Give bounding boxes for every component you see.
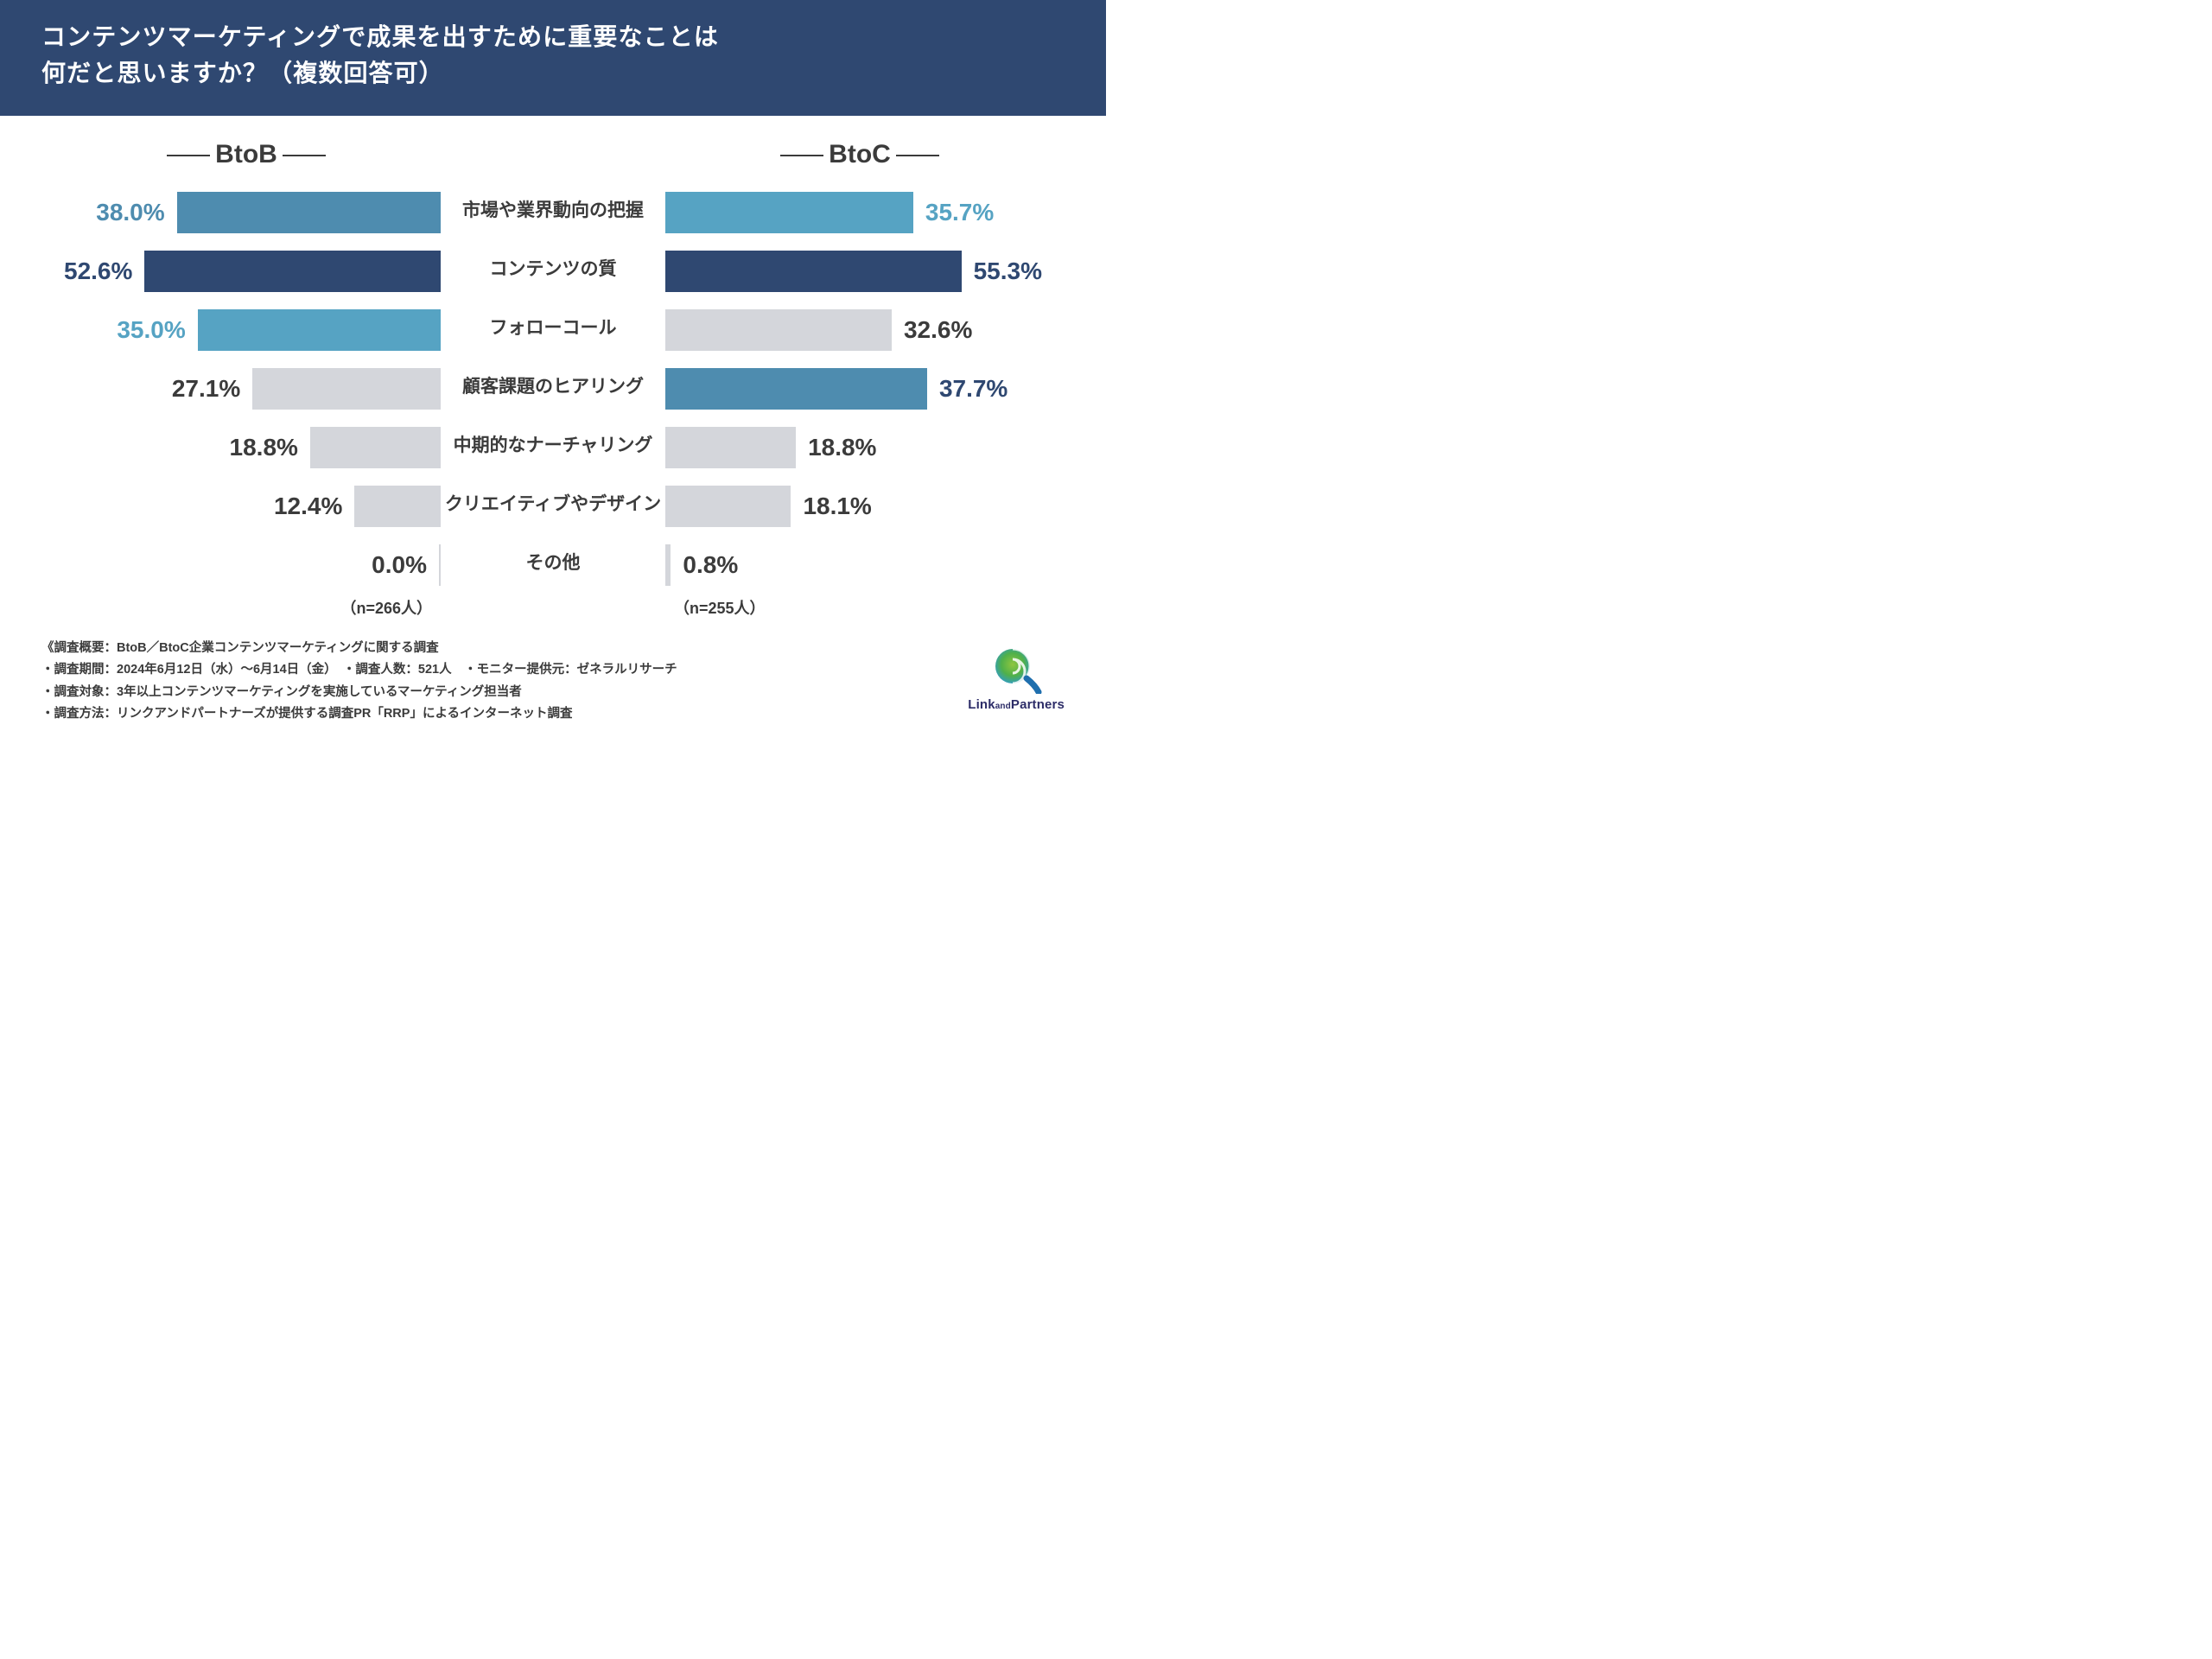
value-label: 0.8%	[671, 551, 750, 579]
bar-row: 55.3%	[665, 242, 1054, 301]
category-label: 市場や業界動向の把握	[445, 180, 661, 238]
bar-row: 38.0%	[52, 183, 441, 242]
logo-swirl-icon	[988, 645, 1044, 694]
footer-line: ・調査方法：リンクアンドパートナーズが提供する調査PR「RRP」によるインターネ…	[41, 703, 1065, 725]
bar-row: 0.0%	[52, 536, 441, 594]
bar-row: 37.7%	[665, 359, 1054, 418]
category-label: クリエイティブやデザイン	[445, 474, 661, 532]
bar	[665, 251, 962, 292]
category-column: 市場や業界動向の把握コンテンツの質フォローコール顧客課題のヒアリング中期的なナー…	[441, 140, 665, 619]
footer-line: 《調査概要：BtoB／BtoC企業コンテンツマーケティングに関する調査	[41, 638, 1065, 659]
survey-footer: 《調査概要：BtoB／BtoC企業コンテンツマーケティングに関する調査・調査期間…	[0, 627, 1106, 726]
value-label: 18.8%	[218, 434, 310, 461]
header-line2: 何だと思いますか？（複数回答可）	[41, 55, 1065, 92]
bar-row: 35.0%	[52, 301, 441, 359]
brand-logo: LinkandPartners	[968, 645, 1065, 716]
btob-column: BtoB 38.0%52.6%35.0%27.1%18.8%12.4%0.0% …	[52, 140, 441, 619]
bar	[665, 192, 913, 233]
bar-row: 32.6%	[665, 301, 1054, 359]
value-label: 52.6%	[52, 257, 144, 285]
bar	[252, 368, 441, 410]
value-label: 0.0%	[359, 551, 439, 579]
category-label: フォローコール	[445, 297, 661, 356]
bar-row: 18.8%	[665, 418, 1054, 477]
footer-line: ・調査期間：2024年6月12日（水）～6月14日（金） ・調査人数：521人 …	[41, 659, 1065, 681]
category-label: 中期的なナーチャリング	[445, 415, 661, 474]
bar-row: 18.8%	[52, 418, 441, 477]
value-label: 37.7%	[927, 375, 1020, 403]
footer-lines: 《調査概要：BtoB／BtoC企業コンテンツマーケティングに関する調査・調査期間…	[41, 638, 1065, 726]
bar	[177, 192, 441, 233]
value-label: 18.8%	[796, 434, 888, 461]
diverging-bar-chart: BtoB 38.0%52.6%35.0%27.1%18.8%12.4%0.0% …	[0, 116, 1106, 627]
bar-row: 35.7%	[665, 183, 1054, 242]
bar-row: 18.1%	[665, 477, 1054, 536]
value-label: 55.3%	[962, 257, 1054, 285]
bar	[198, 309, 441, 351]
bar-row: 52.6%	[52, 242, 441, 301]
category-label: その他	[445, 532, 661, 591]
value-label: 32.6%	[892, 316, 984, 344]
bar	[310, 427, 441, 468]
btoc-bars: 35.7% 55.3% 32.6% 37.7% 18.8% 18.1% 0.8%	[665, 183, 1054, 594]
btob-title: BtoB	[52, 140, 441, 169]
value-label: 38.0%	[84, 199, 176, 226]
category-label: コンテンツの質	[445, 238, 661, 297]
bar-row: 27.1%	[52, 359, 441, 418]
footer-line: ・調査対象：3年以上コンテンツマーケティングを実施しているマーケティング担当者	[41, 682, 1065, 703]
value-label: 35.0%	[105, 316, 197, 344]
btob-n-label: （n=266人）	[52, 596, 441, 619]
btoc-n-label: （n=255人）	[665, 596, 1054, 619]
btoc-column: BtoC 35.7%55.3%32.6%37.7%18.8%18.1%0.8% …	[665, 140, 1054, 619]
bar	[665, 309, 892, 351]
bar-row: 12.4%	[52, 477, 441, 536]
bar	[144, 251, 441, 292]
bar-row: 0.8%	[665, 536, 1054, 594]
question-header: コンテンツマーケティングで成果を出すために重要なことは 何だと思いますか？（複数…	[0, 0, 1106, 116]
logo-text: LinkandPartners	[968, 694, 1065, 716]
btob-bars: 38.0% 52.6% 35.0% 27.1% 18.8% 12.4% 0.0%	[52, 183, 441, 594]
value-label: 27.1%	[160, 375, 252, 403]
btoc-title: BtoC	[665, 140, 1054, 169]
value-label: 35.7%	[913, 199, 1006, 226]
header-line1: コンテンツマーケティングで成果を出すために重要なことは	[41, 19, 1065, 55]
bar	[665, 427, 796, 468]
bar	[354, 486, 441, 527]
bar	[665, 368, 927, 410]
value-label: 12.4%	[262, 493, 354, 520]
category-label: 顧客課題のヒアリング	[445, 356, 661, 415]
value-label: 18.1%	[791, 493, 883, 520]
bar	[665, 486, 791, 527]
category-labels: 市場や業界動向の把握コンテンツの質フォローコール顧客課題のヒアリング中期的なナー…	[445, 180, 661, 591]
